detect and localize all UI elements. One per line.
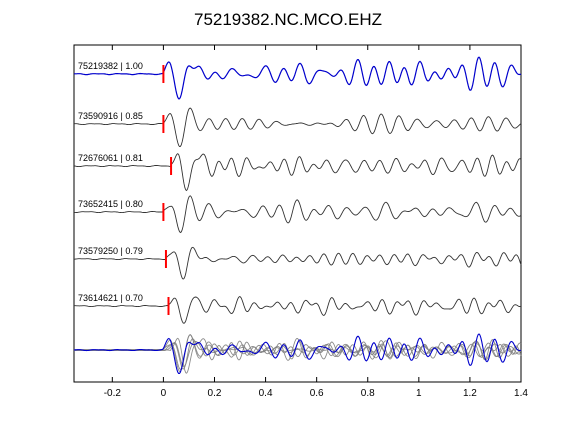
trace-1-line [74, 56, 522, 100]
x-tick-label: 1.2 [463, 388, 477, 399]
stack-trace-1 [74, 333, 522, 375]
x-tick-label: 0.2 [208, 388, 222, 399]
x-tick-label: 0.8 [361, 388, 375, 399]
trace-2-line [74, 107, 522, 147]
plot-area [73, 44, 522, 383]
trace-6-line [73, 296, 522, 324]
trace-3-label: 72676061 | 0.81 [78, 153, 143, 163]
x-tick-label: 0 [161, 388, 167, 399]
x-tick-label: 0.4 [259, 388, 273, 399]
traces-layer: 75219382 | 1.00 73590916 | 0.85 72676061 |… [73, 56, 522, 375]
x-tick-label: 1.4 [514, 388, 528, 399]
trace-5-line [73, 246, 522, 280]
trace-2-label: 73590916 | 0.85 [78, 111, 143, 121]
x-tick-label: 0.6 [310, 388, 324, 399]
trace-5-label: 73579250 | 0.79 [78, 246, 143, 256]
trace-1-label: 75219382 | 1.00 [78, 61, 143, 71]
x-axis: -0.2 0 0.2 0.4 0.6 0.8 1 1.2 1.4 [104, 45, 528, 399]
x-tick-label: -0.2 [104, 388, 122, 399]
trace-4-line [73, 195, 522, 234]
trace-3-line [73, 153, 522, 192]
trace-6-label: 73614621 | 0.70 [78, 293, 143, 303]
x-tick-label: 1 [416, 388, 422, 399]
chart-title: 75219382.NC.MCO.EHZ [194, 10, 382, 29]
trace-4-label: 73652415 | 0.80 [78, 199, 143, 209]
